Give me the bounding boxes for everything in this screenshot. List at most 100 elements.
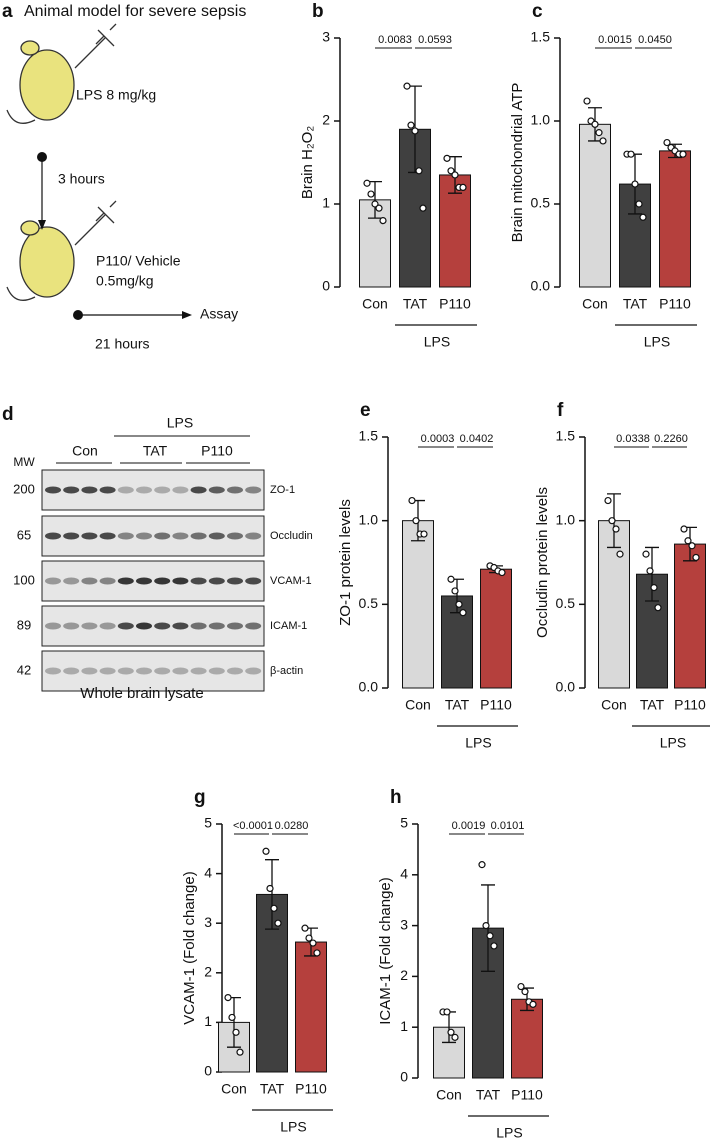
blot-band	[99, 622, 116, 630]
blot-band	[99, 532, 116, 540]
data-point	[301, 924, 309, 932]
blot-band	[117, 577, 134, 585]
group-label: LPS	[280, 1119, 306, 1135]
data-point	[688, 542, 696, 550]
data-point	[650, 583, 658, 592]
p-value: 0.0019	[452, 820, 486, 832]
error-bar	[645, 546, 659, 602]
data-point	[232, 1028, 240, 1036]
x-tick-label: P110	[480, 697, 512, 713]
blot-band	[172, 667, 189, 675]
y-tick-label: 0	[204, 1063, 212, 1079]
blot-band	[190, 622, 207, 630]
mw-label: 89	[17, 617, 31, 632]
y-tick-label: 1.0	[556, 511, 576, 527]
data-point	[529, 1000, 537, 1008]
blot-band	[45, 622, 61, 630]
y-tick-label: 0.0	[359, 679, 379, 695]
data-point	[447, 1028, 455, 1036]
blot-band	[154, 486, 171, 494]
data-point	[680, 525, 688, 533]
mw-label: 42	[17, 662, 31, 677]
data-point	[379, 217, 387, 225]
y-tick-label: 0	[322, 278, 330, 294]
blot-band	[136, 577, 152, 585]
y-tick-label: 5	[204, 815, 212, 831]
y-axis-label: Brain mitochondrial ATP	[509, 83, 526, 243]
y-tick-label: 2	[400, 967, 408, 983]
lane-label: TAT	[143, 443, 168, 459]
blot-band	[208, 667, 225, 675]
blot-band	[45, 532, 61, 540]
blot-band	[227, 622, 243, 630]
data-point	[443, 154, 451, 162]
blot-band	[245, 667, 262, 675]
data-point	[654, 604, 662, 612]
band-label: VCAM-1	[270, 575, 312, 587]
y-tick-label: 1.0	[531, 112, 551, 128]
data-point	[451, 1033, 459, 1041]
dose-label: 0.5mg/kg	[96, 273, 154, 289]
x-tick-label: Con	[582, 296, 608, 312]
x-tick-label: P110	[439, 296, 471, 312]
data-point	[228, 1013, 236, 1022]
y-tick-label: 1	[204, 1013, 212, 1029]
error-bar	[368, 180, 382, 219]
bar	[402, 520, 434, 689]
blot-band	[136, 667, 152, 675]
data-point	[599, 137, 607, 145]
blot-band	[45, 667, 61, 675]
blot-band	[117, 486, 134, 494]
p-value: <0.0001	[233, 820, 273, 832]
blot-band	[227, 532, 243, 540]
data-point	[627, 150, 635, 158]
data-point	[490, 942, 498, 950]
blot-band	[81, 667, 98, 675]
y-axis-label: VCAM-1 (Fold change)	[181, 871, 198, 1024]
data-point	[451, 171, 459, 179]
p-value: 0.0402	[460, 433, 494, 445]
y-tick-label: 2	[322, 112, 330, 128]
blot-band	[81, 532, 98, 540]
y-tick-label: 5	[400, 815, 408, 831]
blot-band	[99, 577, 116, 585]
blot-band	[245, 532, 262, 540]
blot-band	[172, 532, 189, 540]
y-tick-label: 0.0	[531, 278, 551, 294]
band-label: β-actin	[270, 665, 303, 677]
blot-band	[190, 486, 207, 494]
band-label: Occludin	[270, 530, 313, 542]
bar	[619, 183, 651, 288]
data-point	[270, 904, 278, 912]
blot-band	[227, 667, 243, 675]
data-point	[646, 567, 654, 575]
panel-letter: b	[312, 1, 324, 22]
group-label: LPS	[465, 735, 491, 751]
blot-band	[190, 667, 207, 675]
data-point	[639, 213, 647, 221]
data-point	[692, 553, 700, 562]
x-tick-label: P110	[674, 697, 706, 713]
data-point	[443, 1008, 451, 1016]
data-point	[498, 568, 506, 577]
bar	[295, 941, 327, 1073]
blot-band	[63, 532, 80, 540]
p-value: 0.0003	[421, 433, 455, 445]
data-point	[455, 600, 463, 608]
data-point	[459, 183, 467, 191]
arrow-head	[182, 311, 192, 319]
blot-band	[99, 486, 116, 494]
data-point	[309, 939, 317, 947]
blot-band	[190, 577, 207, 585]
group-label: LPS	[167, 415, 193, 431]
data-point	[236, 1048, 244, 1056]
blot-band	[117, 622, 134, 630]
y-tick-label: 0.5	[556, 595, 576, 611]
band-label: ICAM-1	[270, 620, 307, 632]
data-point	[411, 127, 419, 135]
blot-band	[136, 622, 152, 630]
blot-band	[227, 577, 243, 585]
data-point	[486, 932, 494, 940]
y-tick-label: 3	[400, 916, 408, 932]
